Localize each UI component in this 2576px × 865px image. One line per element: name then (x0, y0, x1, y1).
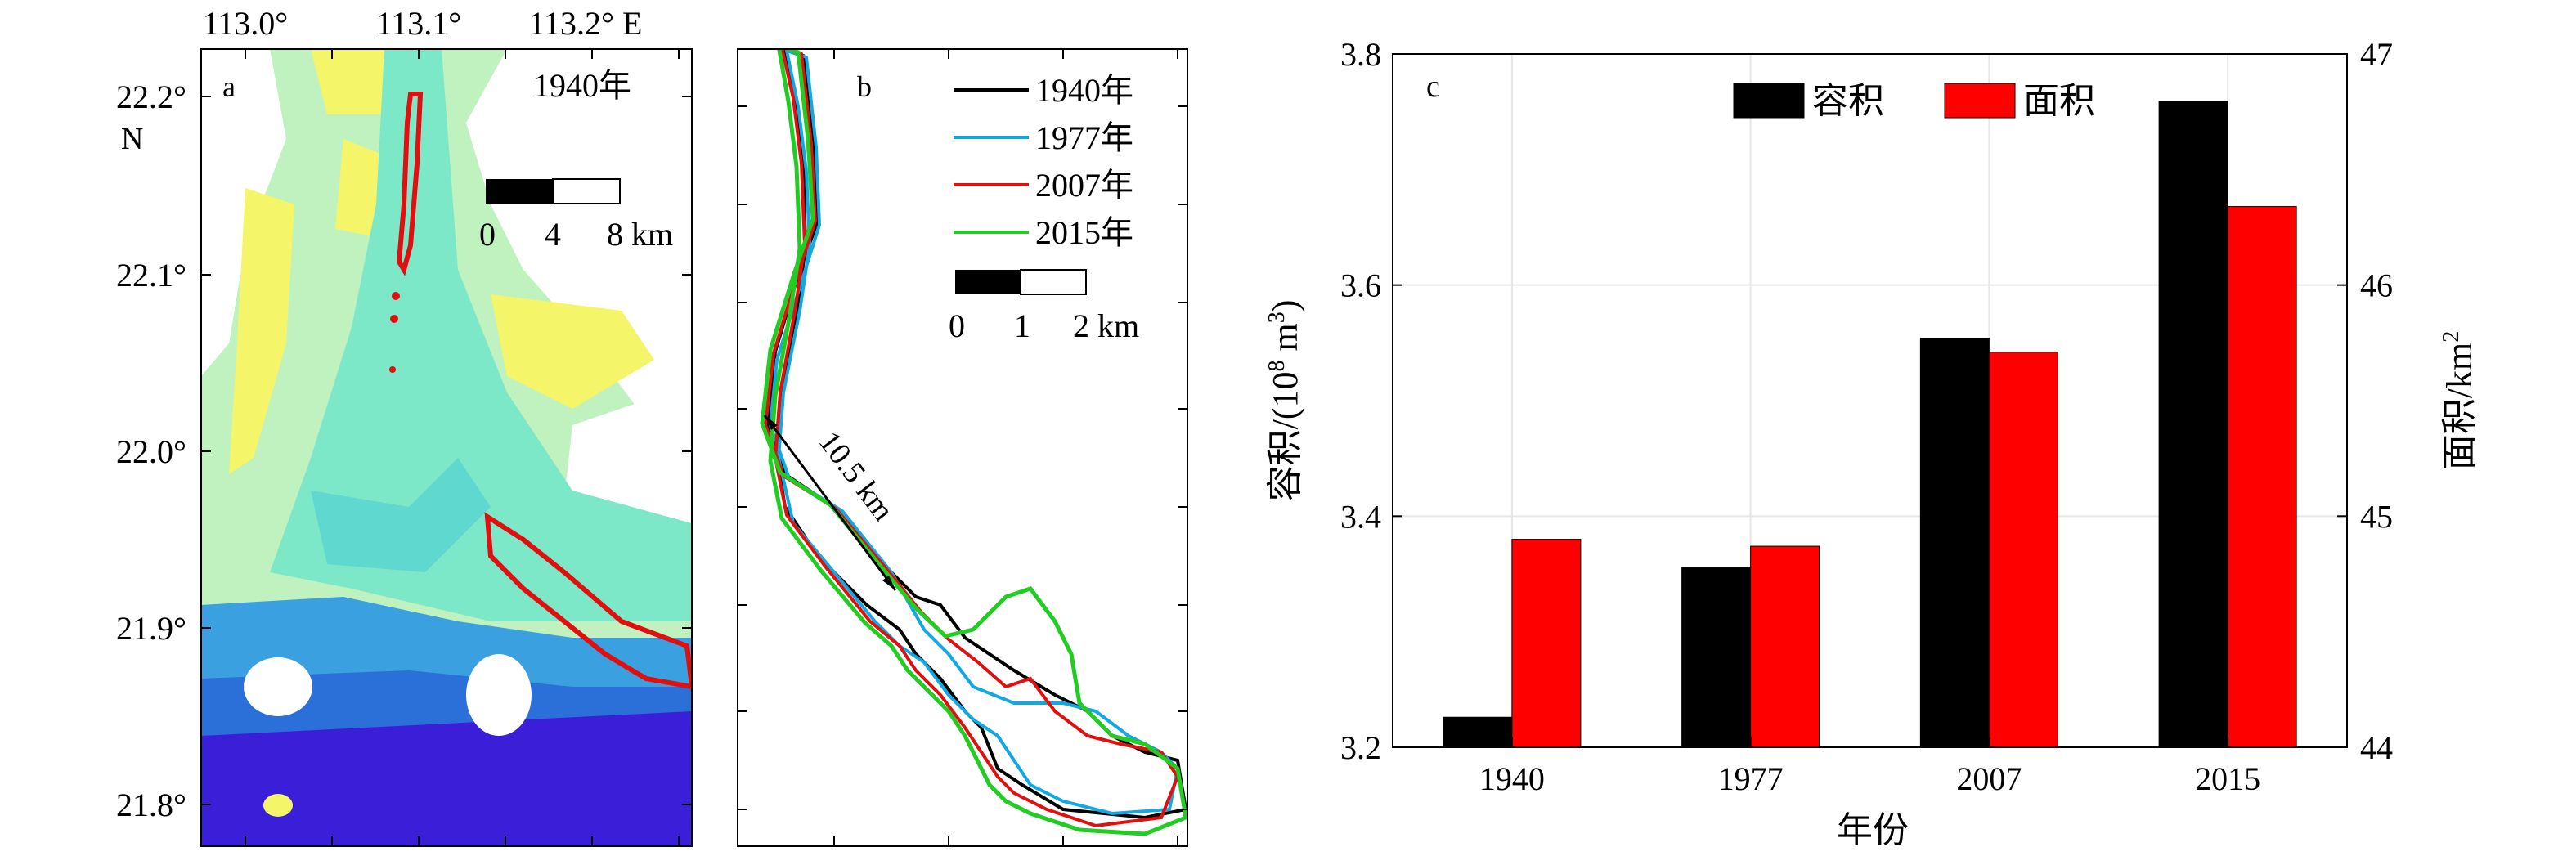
panel-b-label: b (857, 70, 872, 103)
panel-a-lon-axis: 113.0° 113.1° 113.2° E (203, 5, 680, 846)
lon-tick-label: 113.2° E (529, 5, 643, 42)
legend-swatch (1733, 83, 1805, 119)
right-tick-label: 44 (2360, 729, 2393, 766)
panel-b-frame (737, 48, 1188, 847)
legend-entry: 1977年 (1035, 119, 1133, 156)
chart-bars (1443, 101, 2297, 748)
x-tick-label: 1977 (1718, 760, 1784, 797)
bar-area-1940 (1511, 539, 1582, 748)
legend-entry: 2007年 (1035, 167, 1133, 204)
x-tick-label: 2007 (1956, 760, 2022, 797)
panel-a-label: a (222, 70, 236, 103)
chart-frame (1392, 53, 2348, 748)
x-tick-label: 1940 (1479, 760, 1545, 797)
distance-label: 10.5 km (812, 425, 901, 527)
scale-tick-4: 4 (545, 216, 561, 253)
bathymetry-map (201, 49, 692, 846)
panel-a-map: 113.0° 113.1° 113.2° E 22.2° 22.1° 22.0° 21.9… (116, 5, 693, 847)
right-tick-label: 47 (2360, 36, 2393, 73)
left-tick-label: 3.6 (1340, 267, 1381, 304)
x-axis: 1940 1977 2007 2015 (1479, 737, 2260, 797)
lon-tick-label: 113.0° (203, 5, 289, 42)
b-scale-tick-2km: 2 km (1073, 307, 1139, 344)
legend-label: 面积 (2023, 81, 2095, 121)
panel-c-label: c (1426, 69, 1440, 104)
bar-area-2015 (2227, 206, 2297, 748)
left-axis-title: 容积/(108 m3) (1264, 300, 1305, 502)
lat-tick-label: 22.0° (116, 433, 186, 470)
right-axis: 44 45 46 47 (2337, 36, 2393, 766)
scale-tick-0: 0 (479, 216, 496, 253)
left-tick-label: 3.4 (1340, 498, 1381, 535)
scale-tick-8km: 8 km (607, 216, 673, 253)
right-axis-title: 面积/km2 (2439, 331, 2480, 470)
chart-legend: 容积 面积 (1733, 81, 2095, 121)
panel-a-scale-bar: 0 4 8 km (479, 178, 673, 253)
panel-c-chart: 3.2 3.4 3.6 3.8 44 45 46 47 1940 1977 2007 2015 c… (1264, 36, 2480, 850)
bar-area-1977 (1750, 545, 1820, 748)
lon-tick-label: 113.1° (376, 5, 462, 42)
legend-swatch (1944, 83, 2016, 119)
shoreline-plot: 10.5 km (760, 49, 1187, 836)
panel-a-north-label: N (121, 122, 143, 156)
bar-volume-1940 (1443, 716, 1513, 748)
legend-entry: 1940年 (1035, 72, 1133, 109)
bar-volume-2007 (1919, 338, 1990, 748)
left-axis: 3.2 3.4 3.6 3.8 (1340, 36, 1402, 766)
bar-volume-2015 (2158, 101, 2228, 748)
bar-area-2007 (1988, 352, 2058, 748)
panel-b-scale-bar: 0 1 2 km (949, 269, 1139, 344)
left-tick-label: 3.2 (1340, 729, 1381, 766)
lat-tick-label: 21.8° (116, 787, 186, 823)
panel-b-ticks (738, 49, 1187, 846)
b-scale-tick-1: 1 (1014, 307, 1030, 344)
lat-tick-label: 22.1° (116, 257, 186, 294)
panel-a-lat-axis: 22.2° 22.1° 22.0° 21.9° 21.8° (116, 78, 692, 823)
legend-label: 容积 (1812, 81, 1884, 121)
b-scale-tick-0: 0 (949, 307, 965, 344)
right-tick-label: 46 (2360, 267, 2393, 304)
panel-b-legend: 1940年 1977年 2007年 2015年 (954, 72, 1133, 251)
panel-a-frame (200, 48, 693, 847)
left-tick-label: 3.8 (1340, 36, 1381, 73)
right-tick-label: 45 (2360, 498, 2393, 535)
x-tick-label: 2015 (2195, 760, 2260, 797)
lat-tick-label: 22.2° (116, 78, 186, 115)
bar-volume-1977 (1681, 567, 1752, 748)
panel-b-map: 10.5 km b 1940年 1977年 2007年 2015年 0 1 2 km (737, 48, 1188, 847)
legend-entry: 2015年 (1035, 214, 1133, 251)
panel-a-year: 1940年 (533, 67, 631, 104)
x-axis-title: 年份 (1837, 810, 1909, 850)
lat-tick-label: 21.9° (116, 610, 186, 647)
